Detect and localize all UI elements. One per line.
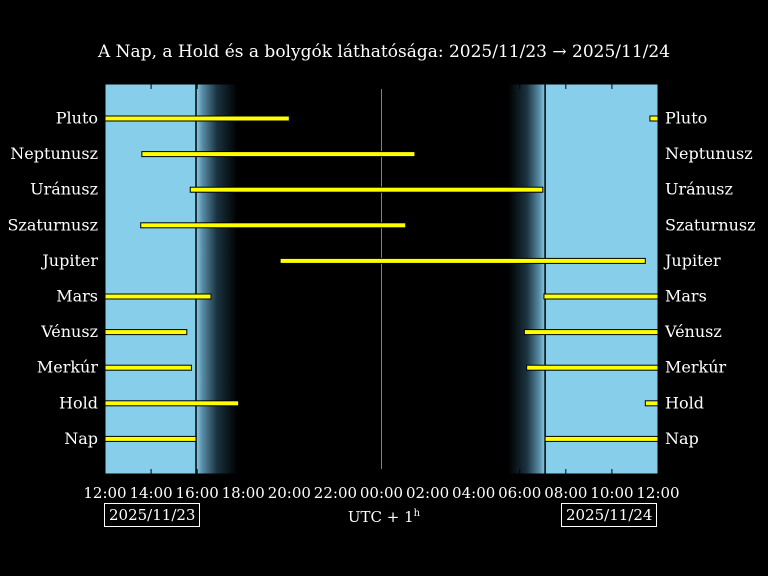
bar-jupiter-1	[279, 257, 646, 264]
x-tick-label-7: 02:00	[406, 484, 449, 502]
row-label-left-mars: Mars	[56, 287, 98, 306]
row-label-left-nap: Nap	[64, 429, 98, 448]
x-tick-label-1: 14:00	[129, 484, 172, 502]
row-label-right-pluto: Pluto	[665, 109, 707, 128]
bar-merkúr-2	[526, 364, 659, 371]
row-label-left-jupiter: Jupiter	[40, 251, 98, 270]
row-label-left-hold: Hold	[59, 393, 98, 412]
x-tick-label-0: 12:00	[83, 484, 126, 502]
row-label-left-neptunusz: Neptunusz	[10, 144, 98, 163]
row-label-right-szaturnusz: Szaturnusz	[665, 215, 756, 234]
row-label-left-uránusz: Uránusz	[30, 180, 98, 199]
row-label-left-pluto: Pluto	[56, 109, 98, 128]
bar-merkúr-1	[104, 364, 192, 371]
bar-neptunusz-1	[141, 151, 416, 158]
row-label-right-nap: Nap	[665, 429, 699, 448]
x-tick-label-10: 08:00	[544, 484, 587, 502]
bar-nap-1	[104, 435, 197, 442]
row-label-right-uránusz: Uránusz	[665, 180, 733, 199]
row-label-right-neptunusz: Neptunusz	[665, 144, 753, 163]
dusk-twilight	[196, 84, 238, 474]
row-label-left-vénusz: Vénusz	[40, 322, 98, 341]
bar-vénusz-2	[523, 329, 659, 336]
bar-vénusz-1	[104, 329, 188, 336]
day-area-left	[105, 84, 197, 474]
row-label-right-vénusz: Vénusz	[664, 322, 722, 341]
x-tick-label-5: 22:00	[314, 484, 357, 502]
timezone-label: UTC + 1h	[347, 508, 421, 526]
bar-pluto-1	[104, 115, 290, 122]
chart-title: A Nap, a Hold és a bolygók láthatósága: …	[98, 42, 670, 62]
bar-hold-2	[644, 400, 659, 407]
bar-mars-2	[543, 293, 659, 300]
x-tick-label-4: 20:00	[268, 484, 311, 502]
x-tick-label-9: 06:00	[498, 484, 541, 502]
x-tick-label-2: 16:00	[176, 484, 219, 502]
row-label-right-mars: Mars	[665, 287, 707, 306]
row-label-left-szaturnusz: Szaturnusz	[7, 215, 98, 234]
bar-pluto-2	[649, 115, 659, 122]
day-area-right	[545, 84, 658, 474]
x-tick-label-6: 00:00	[360, 484, 403, 502]
row-label-right-merkúr: Merkúr	[665, 358, 727, 377]
end-date-box: 2025/11/24	[561, 503, 658, 527]
dawn-twilight	[508, 84, 546, 474]
bar-szaturnusz-1	[140, 222, 407, 229]
bar-uránusz-1	[189, 186, 544, 193]
row-label-left-merkúr: Merkúr	[37, 358, 99, 377]
x-tick-label-11: 10:00	[590, 484, 633, 502]
x-tick-label-12: 12:00	[636, 484, 679, 502]
x-tick-label-3: 18:00	[222, 484, 265, 502]
bar-mars-1	[104, 293, 212, 300]
row-label-right-hold: Hold	[665, 393, 704, 412]
bar-hold-1	[104, 400, 240, 407]
bar-nap-2	[544, 435, 659, 442]
start-date-box: 2025/11/23	[104, 503, 201, 527]
x-tick-label-8: 04:00	[452, 484, 495, 502]
night-area	[237, 84, 509, 474]
row-label-right-jupiter: Jupiter	[663, 251, 721, 270]
